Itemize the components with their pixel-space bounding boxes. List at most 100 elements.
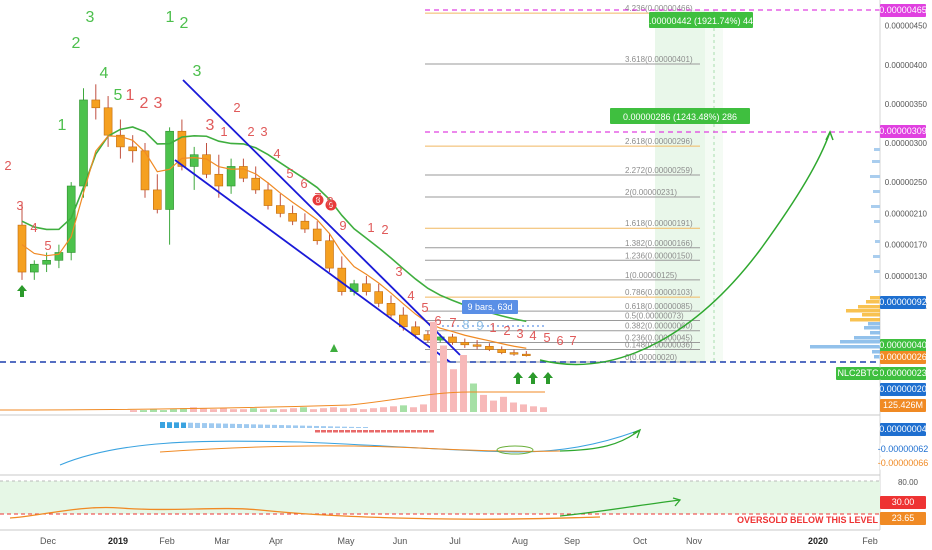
price-tag-bg (880, 351, 926, 364)
volume-bar (220, 408, 227, 412)
price-tick-label: 0.00000250 (885, 178, 928, 187)
candle[interactable] (275, 205, 285, 214)
target-label: 0.00000442 (1921.74%) 442 (644, 16, 758, 26)
candle[interactable] (288, 213, 297, 222)
volume-bar (360, 409, 367, 412)
candle[interactable] (189, 154, 199, 167)
candle[interactable] (153, 189, 162, 210)
candle[interactable] (214, 173, 224, 187)
candle[interactable] (485, 346, 494, 350)
candle[interactable] (472, 344, 482, 347)
price-tick-label: 0.00000210 (885, 209, 928, 218)
candle[interactable] (91, 99, 101, 109)
macd-histogram-bar (237, 423, 242, 428)
macd-histogram-bar (349, 426, 354, 428)
candle[interactable] (140, 150, 150, 191)
td-sequential-label: 2 (503, 323, 510, 338)
rsi-tag: 30.00 (892, 497, 915, 507)
candle[interactable] (42, 260, 51, 265)
macd-histogram-bar (195, 422, 200, 428)
macd-histogram-bar (356, 427, 361, 428)
td-sequential-label: 4 (529, 328, 536, 343)
price-tag-bg (880, 339, 926, 352)
candle[interactable] (325, 240, 334, 269)
buy-arrow-icon (513, 372, 523, 384)
volume-profile-bar (873, 255, 880, 258)
candle[interactable] (128, 146, 137, 152)
candle[interactable] (66, 185, 76, 253)
macd-histogram-bar (315, 430, 320, 433)
candle[interactable] (460, 342, 470, 346)
candle[interactable] (226, 166, 236, 187)
candle[interactable] (17, 224, 27, 273)
macd-histogram-bar (300, 425, 305, 428)
volume-bar (410, 407, 417, 412)
candle[interactable] (509, 352, 519, 355)
price-tag-target-bg (880, 125, 926, 138)
volume-bar (300, 407, 307, 412)
volume-profile-bar (874, 148, 880, 151)
macd-histogram-bar (160, 422, 165, 428)
candle[interactable] (116, 134, 125, 148)
macd-histogram-bar (387, 430, 392, 433)
macd-histogram-bar (339, 430, 344, 433)
candle[interactable] (202, 154, 211, 175)
td-sequential-label: 5 (543, 330, 550, 345)
td-sequential-label: 1 (220, 124, 227, 139)
candle[interactable] (29, 263, 39, 273)
td-sequential-label: 9 (476, 318, 483, 333)
macd-histogram-bar (321, 430, 326, 433)
candle[interactable] (103, 107, 113, 136)
candle[interactable] (312, 228, 322, 242)
volume-bar (510, 402, 517, 412)
td-sequential-label: 7 (449, 315, 456, 330)
volume-profile-bar (868, 322, 880, 326)
candle[interactable] (54, 252, 64, 261)
td-sequential-label: 7 (569, 333, 576, 348)
volume-bar (130, 410, 137, 412)
macd-histogram-bar (342, 426, 347, 428)
candle[interactable] (411, 326, 420, 335)
candle[interactable] (497, 349, 507, 353)
macd-histogram-bar (399, 430, 404, 433)
candle[interactable] (263, 189, 273, 206)
td-sequential-label: 3 (86, 9, 95, 26)
candle[interactable] (177, 130, 187, 167)
td-sequential-label: 1 (367, 220, 374, 235)
price-tag-target: 0.00000465 (879, 5, 927, 15)
td-sequential-label: 5 (421, 300, 428, 315)
td-sequential-label: 3 (260, 124, 267, 139)
candle[interactable] (79, 99, 88, 187)
channel-upper-line (182, 79, 461, 356)
volume-bar (350, 408, 357, 412)
price-tag: 0.00000023 (879, 368, 927, 378)
candle[interactable] (239, 166, 248, 179)
candle[interactable] (448, 336, 457, 343)
candle[interactable] (521, 353, 531, 356)
fib-level-label: 1.618(0.00000191) (625, 219, 693, 228)
candle[interactable] (386, 303, 396, 316)
macd-histogram-bar (321, 426, 326, 428)
x-axis-tick-label: Oct (633, 536, 648, 546)
candle[interactable] (300, 220, 310, 230)
volume-bar (210, 409, 217, 412)
candle[interactable] (374, 291, 384, 304)
rsi-tag: 23.65 (892, 513, 915, 523)
macd-tag-bg (880, 443, 926, 456)
candle[interactable] (251, 177, 260, 191)
td-sequential-label: 2 (381, 222, 388, 237)
macd-histogram-bar (351, 430, 356, 433)
macd-histogram-bar (181, 422, 186, 428)
volume-profile-bar (870, 175, 880, 178)
volume-bar (400, 405, 407, 412)
price-tag-bg (880, 399, 926, 412)
macd-histogram-bar (335, 426, 340, 428)
rsi-note: OVERSOLD BELOW THIS LEVEL (737, 515, 879, 525)
volume-bar (290, 408, 297, 412)
projection-curve (539, 131, 831, 366)
candle[interactable] (362, 283, 371, 292)
td-sequential-label: 8 (462, 317, 469, 332)
volume-bar (170, 409, 177, 412)
